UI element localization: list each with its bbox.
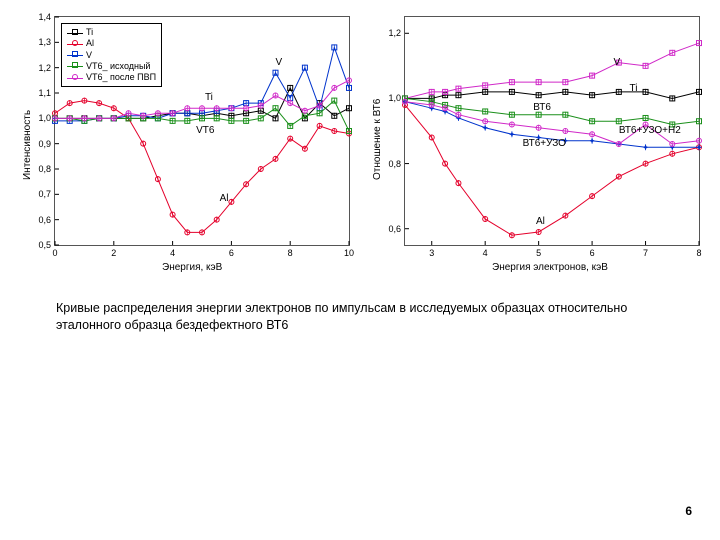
charts-row: TiAlVVT6_ исходныйVT6_ после ПВП 0,50,60… bbox=[0, 0, 720, 280]
left-y-axis-label: Интенсивность bbox=[22, 110, 33, 180]
right-plot-area: 0,60,81,01,2345678VTiВТ6ВТ6+УЗО+Н2ВТ6+УЗ… bbox=[404, 16, 700, 246]
page-number: 6 bbox=[685, 504, 692, 518]
left-chart: TiAlVVT6_ исходныйVT6_ после ПВП 0,50,60… bbox=[12, 10, 358, 280]
left-plot-area: TiAlVVT6_ исходныйVT6_ после ПВП 0,50,60… bbox=[54, 16, 350, 246]
figure-caption: Кривые распределения энергии электронов … bbox=[56, 300, 676, 334]
slide: TiAlVVT6_ исходныйVT6_ после ПВП 0,50,60… bbox=[0, 0, 720, 540]
right-y-axis-label: Отношение к ВТ6 bbox=[372, 99, 383, 180]
left-x-axis-label: Энергия, кэВ bbox=[162, 262, 222, 273]
right-x-axis-label: Энергия электронов, кэВ bbox=[492, 262, 608, 273]
right-chart: 0,60,81,01,2345678VTiВТ6ВТ6+УЗО+Н2ВТ6+УЗ… bbox=[362, 10, 708, 280]
